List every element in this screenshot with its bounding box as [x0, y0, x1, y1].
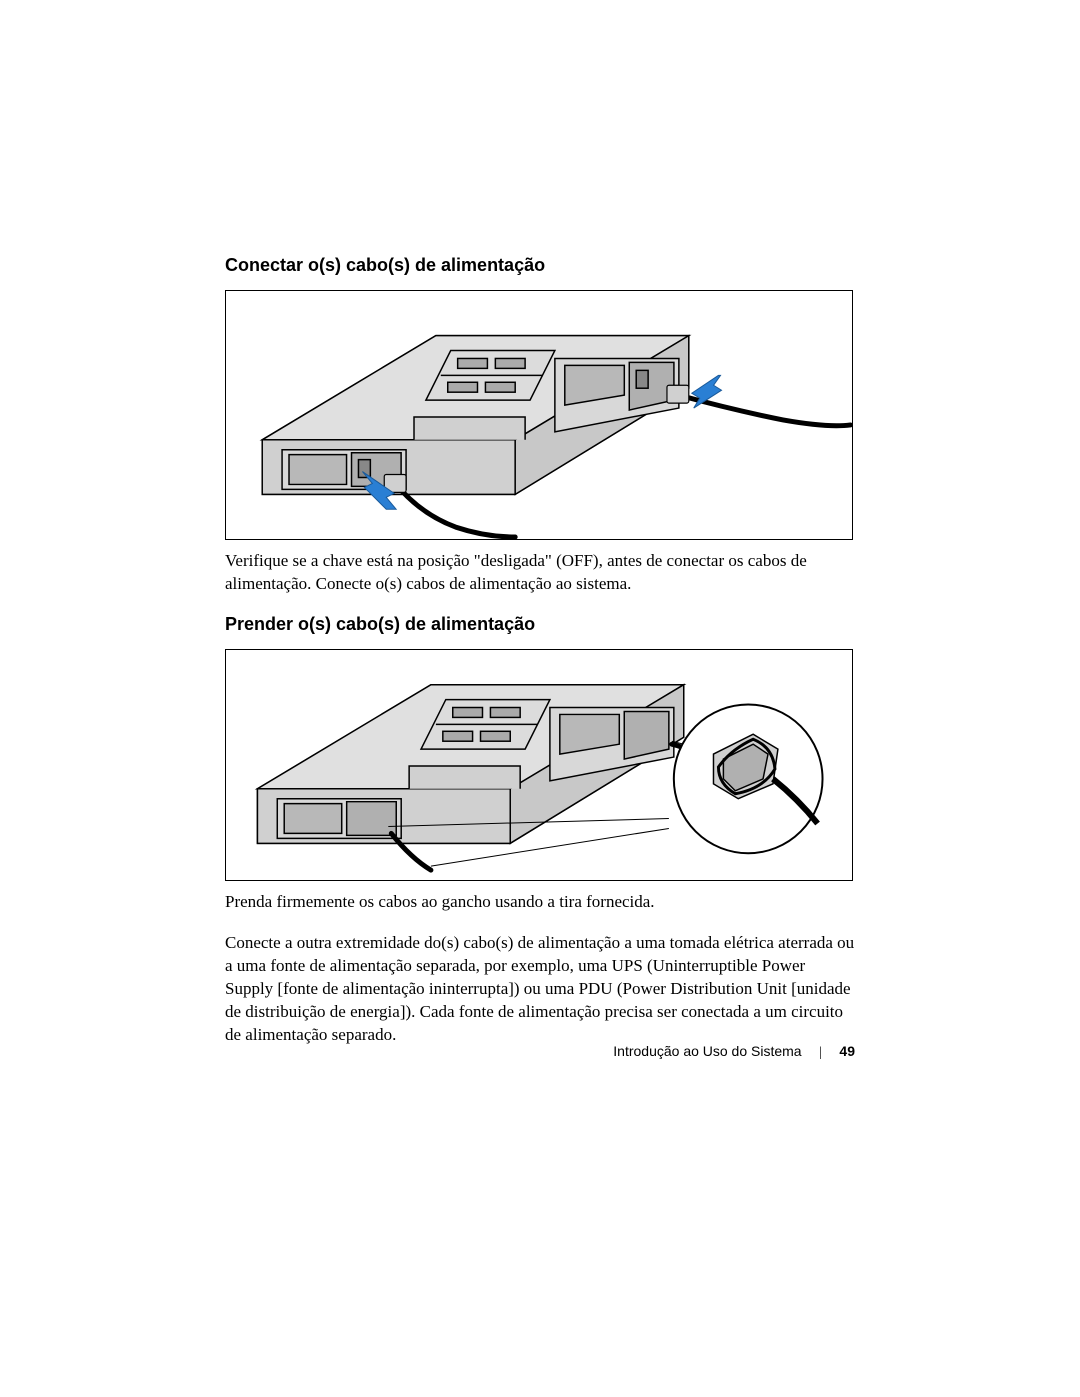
page-footer: Introdução ao Uso do Sistema | 49 [0, 1043, 1080, 1061]
paragraph-section2-1: Prenda firmemente os cabos ao gancho usa… [225, 891, 855, 914]
heading-section1: Conectar o(s) cabo(s) de alimentação [225, 255, 855, 276]
footer-section-title: Introdução ao Uso do Sistema [613, 1043, 801, 1059]
paragraph-section2-2: Conecte a outra extremidade do(s) cabo(s… [225, 932, 855, 1047]
heading-section2: Prender o(s) cabo(s) de alimentação [225, 614, 855, 635]
figure-connect-cables [225, 290, 853, 540]
page-content: Conectar o(s) cabo(s) de alimentação [225, 255, 855, 1047]
footer-divider: | [819, 1045, 822, 1060]
footer-page-number: 49 [839, 1043, 855, 1059]
server-diagram-2 [226, 650, 852, 880]
paragraph-section1: Verifique se a chave está na posição "de… [225, 550, 855, 596]
figure-secure-cables [225, 649, 853, 881]
server-diagram-1 [226, 291, 852, 539]
